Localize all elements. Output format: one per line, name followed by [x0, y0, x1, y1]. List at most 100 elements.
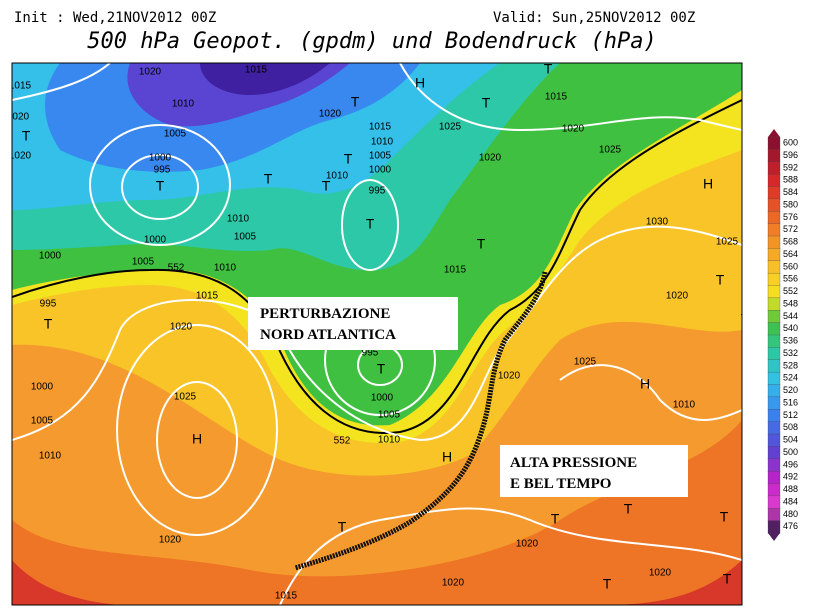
isobar-label: 1025 — [174, 392, 197, 403]
colorbar-label: 512 — [783, 410, 798, 420]
colorbar-label: 508 — [783, 422, 798, 432]
isobar-label: 1015 — [9, 81, 32, 92]
colorbar-label: 564 — [783, 249, 798, 259]
isobar — [89, 124, 231, 246]
colorbar-label: 544 — [783, 311, 798, 321]
colorbar-tip — [768, 129, 780, 137]
isobar — [12, 225, 742, 442]
pressure-center: T — [551, 511, 560, 527]
isobar-label: 1020 — [170, 322, 193, 333]
isobar — [12, 63, 111, 101]
colorbar-label: 504 — [783, 435, 798, 445]
colorbar-label: 576 — [783, 212, 798, 222]
isobar-label: 1020 — [319, 109, 342, 120]
isobar-label: 1025 — [716, 237, 739, 248]
pressure-center: T — [603, 576, 612, 592]
pressure-center: T — [156, 178, 165, 194]
colorbar-label: 584 — [783, 187, 798, 197]
valid-time: Valid: Sun,25NOV2012 00Z — [493, 10, 695, 26]
isobar — [559, 364, 742, 421]
colorbar-swatch — [767, 359, 781, 373]
colorbar-label: 552 — [783, 286, 798, 296]
map-title: 500 hPa Geopot. (gpdm) und Bodendruck (h… — [87, 29, 657, 54]
pressure-center: T — [377, 361, 386, 377]
colorbar-swatch — [767, 347, 781, 361]
isobar-label: 995 — [40, 299, 57, 310]
isobar-label: 1020 — [649, 568, 672, 579]
colorbar-label: 528 — [783, 360, 798, 370]
isobar-label: 1010 — [39, 451, 62, 462]
annotation-text: ALTA PRESSIONE — [510, 455, 637, 471]
colorbar-swatch — [767, 235, 781, 250]
colorbar-swatch — [767, 211, 781, 225]
isobar — [279, 507, 742, 605]
pressure-center: T — [264, 171, 273, 187]
colorbar-swatch — [767, 285, 781, 299]
colorbar-swatch — [767, 297, 781, 311]
isobar-label: 1015 — [245, 65, 268, 76]
colorbar-tip — [768, 533, 780, 541]
pressure-center: H — [442, 449, 452, 465]
isobar-label: 1015 — [275, 591, 298, 602]
isobar-label: 1015 — [369, 122, 392, 133]
isobar — [116, 324, 278, 536]
isobar-label: 1025 — [574, 357, 597, 368]
colorbar-label: 540 — [783, 323, 798, 333]
colorbar-label: 588 — [783, 175, 798, 185]
isobar — [399, 63, 742, 132]
isobar-label: 1020 — [498, 371, 521, 382]
colorbar-swatch — [767, 223, 781, 237]
colorbar-swatch — [767, 508, 781, 522]
colorbar-label: 600 — [783, 138, 798, 148]
pressure-center: T — [544, 61, 553, 77]
colorbar-label: 488 — [783, 484, 798, 494]
colorbar: 600 596 592 588 584 580 576 572 568 564 560 556 552 5… — [767, 129, 798, 541]
colorbar-label: 480 — [783, 509, 798, 519]
annotation-box: PERTURBAZIONE NORD ATLANTICA — [248, 297, 458, 350]
pressure-center: H — [192, 431, 202, 447]
isobar-label: 1020 — [159, 535, 182, 546]
annotation-text: PERTURBAZIONE — [260, 306, 390, 322]
pressure-center: T — [322, 178, 331, 194]
pressure-center: T — [366, 216, 375, 232]
colorbar-swatch — [767, 322, 781, 336]
isobar-label: 1020 — [442, 578, 465, 589]
colorbar-label: 596 — [783, 150, 798, 160]
colorbar-label: 572 — [783, 224, 798, 234]
colorbar-label: 524 — [783, 373, 798, 383]
pressure-center: T — [477, 236, 486, 252]
isobar-label: 1010 — [227, 214, 250, 225]
pressure-center: H — [640, 376, 650, 392]
colorbar-swatch — [767, 198, 781, 212]
colorbar-label: 520 — [783, 385, 798, 395]
isobar-label: 1015 — [444, 265, 467, 276]
colorbar-label: 568 — [783, 237, 798, 247]
pressure-center: T — [351, 94, 360, 110]
colorbar-swatch — [767, 149, 781, 163]
pressure-center: T — [720, 509, 729, 525]
isobar-label: 1010 — [371, 137, 394, 148]
pressure-center: T — [741, 311, 750, 327]
isobar — [341, 179, 399, 271]
isobar-label: 1010 — [378, 435, 401, 446]
isobar-label: 552 — [168, 263, 185, 274]
colorbar-label: 492 — [783, 472, 798, 482]
colorbar-swatch — [767, 161, 781, 175]
isobars — [12, 63, 742, 605]
pressure-center: H — [415, 75, 425, 91]
pressure-center: T — [482, 95, 491, 111]
isobar-label: 995 — [154, 165, 171, 176]
annotation-box: ALTA PRESSIONE E BEL TEMPO — [500, 445, 688, 497]
colorbar-label: 556 — [783, 274, 798, 284]
pressure-center: T — [344, 151, 353, 167]
isobar-label: 1020 — [479, 153, 502, 164]
isobar-label: 1010 — [214, 263, 237, 274]
isobar-label: 995 — [362, 348, 379, 359]
colorbar-label: 536 — [783, 336, 798, 346]
annotation-background — [500, 445, 688, 497]
colorbar-swatch — [767, 421, 781, 435]
colorbar-swatch — [767, 396, 781, 410]
